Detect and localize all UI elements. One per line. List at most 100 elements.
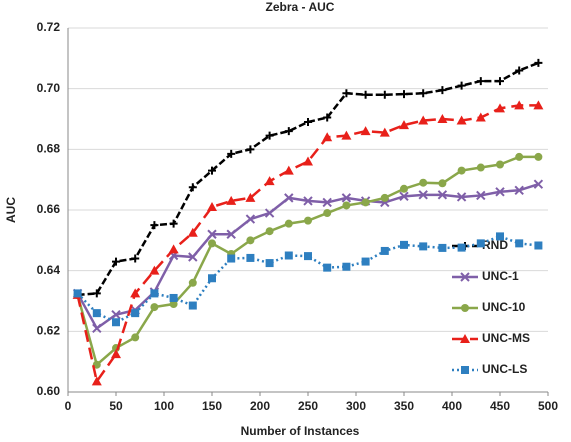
- legend-label: UNC-1: [482, 269, 519, 283]
- x-axis-title: Number of Instances: [241, 424, 360, 438]
- marker: [322, 197, 332, 208]
- series-line: [77, 61, 539, 297]
- marker: [379, 127, 390, 137]
- marker: [283, 165, 294, 175]
- marker: [265, 259, 274, 268]
- marker: [534, 152, 543, 161]
- x-tick-label: 150: [202, 399, 222, 413]
- marker: [246, 253, 255, 262]
- legend-label: UNC-10: [482, 300, 526, 314]
- x-tick-label: 50: [109, 399, 123, 413]
- marker: [418, 115, 429, 125]
- marker: [496, 77, 504, 86]
- marker: [92, 323, 102, 334]
- marker: [495, 103, 505, 113]
- marker: [341, 130, 352, 140]
- marker: [207, 229, 217, 239]
- marker: [437, 114, 448, 123]
- marker: [361, 90, 370, 99]
- marker: [111, 349, 121, 359]
- marker: [380, 246, 389, 255]
- y-tick-label: 0.62: [37, 324, 61, 338]
- marker: [264, 176, 275, 186]
- y-tick-label: 0.60: [37, 384, 61, 398]
- marker: [438, 243, 447, 252]
- marker: [460, 334, 470, 343]
- marker: [150, 221, 159, 230]
- marker: [246, 145, 255, 154]
- marker: [304, 252, 312, 261]
- marker: [419, 89, 428, 98]
- marker: [399, 191, 409, 202]
- marker: [476, 239, 485, 248]
- marker: [111, 309, 121, 320]
- marker: [304, 216, 312, 225]
- marker: [188, 278, 197, 287]
- marker: [323, 113, 332, 122]
- marker: [226, 229, 236, 239]
- x-tick-label: 450: [490, 399, 510, 413]
- marker: [419, 178, 428, 187]
- x-tick-label: 400: [442, 399, 462, 413]
- marker: [245, 192, 256, 202]
- x-tick-label: 500: [538, 399, 558, 413]
- marker: [342, 201, 351, 210]
- marker: [149, 265, 160, 275]
- marker: [437, 190, 448, 200]
- marker: [284, 219, 293, 228]
- marker: [246, 236, 255, 245]
- marker: [342, 262, 351, 271]
- marker: [456, 115, 467, 125]
- marker: [112, 318, 120, 327]
- marker: [303, 196, 313, 206]
- marker: [284, 251, 293, 260]
- marker: [361, 257, 370, 266]
- marker: [457, 166, 466, 175]
- marker: [515, 152, 524, 161]
- y-tick-label: 0.64: [37, 263, 61, 277]
- marker: [130, 288, 141, 298]
- x-tick-label: 100: [154, 399, 174, 413]
- marker: [323, 263, 332, 272]
- marker: [245, 214, 256, 224]
- marker: [514, 100, 525, 110]
- marker: [169, 219, 178, 228]
- marker: [265, 227, 274, 236]
- marker: [73, 289, 82, 298]
- marker: [284, 127, 293, 136]
- y-tick-label: 0.66: [37, 202, 61, 216]
- marker: [496, 232, 504, 241]
- x-tick-label: 250: [298, 399, 318, 413]
- marker: [207, 201, 217, 211]
- marker: [341, 193, 352, 203]
- marker: [399, 120, 409, 130]
- marker: [461, 366, 469, 374]
- x-tick-label: 300: [346, 399, 366, 413]
- marker: [515, 66, 524, 75]
- marker: [533, 179, 544, 189]
- marker: [460, 272, 470, 282]
- marker: [456, 192, 467, 202]
- marker: [496, 160, 504, 169]
- chart-title: Zebra - AUC: [266, 0, 335, 14]
- marker: [400, 90, 408, 99]
- marker: [150, 303, 159, 312]
- marker: [226, 195, 237, 205]
- marker: [495, 187, 505, 197]
- marker: [264, 208, 275, 218]
- legend-label: UNC-LS: [482, 362, 527, 376]
- legend-label: RND: [482, 238, 508, 252]
- marker: [112, 257, 120, 266]
- marker: [400, 240, 408, 249]
- marker: [515, 239, 524, 248]
- marker: [476, 190, 486, 201]
- marker: [380, 90, 389, 99]
- marker: [168, 244, 179, 254]
- marker: [461, 304, 469, 312]
- marker: [169, 300, 178, 309]
- series-line: [76, 155, 539, 367]
- marker: [131, 333, 140, 342]
- marker: [534, 58, 543, 67]
- marker: [227, 149, 236, 158]
